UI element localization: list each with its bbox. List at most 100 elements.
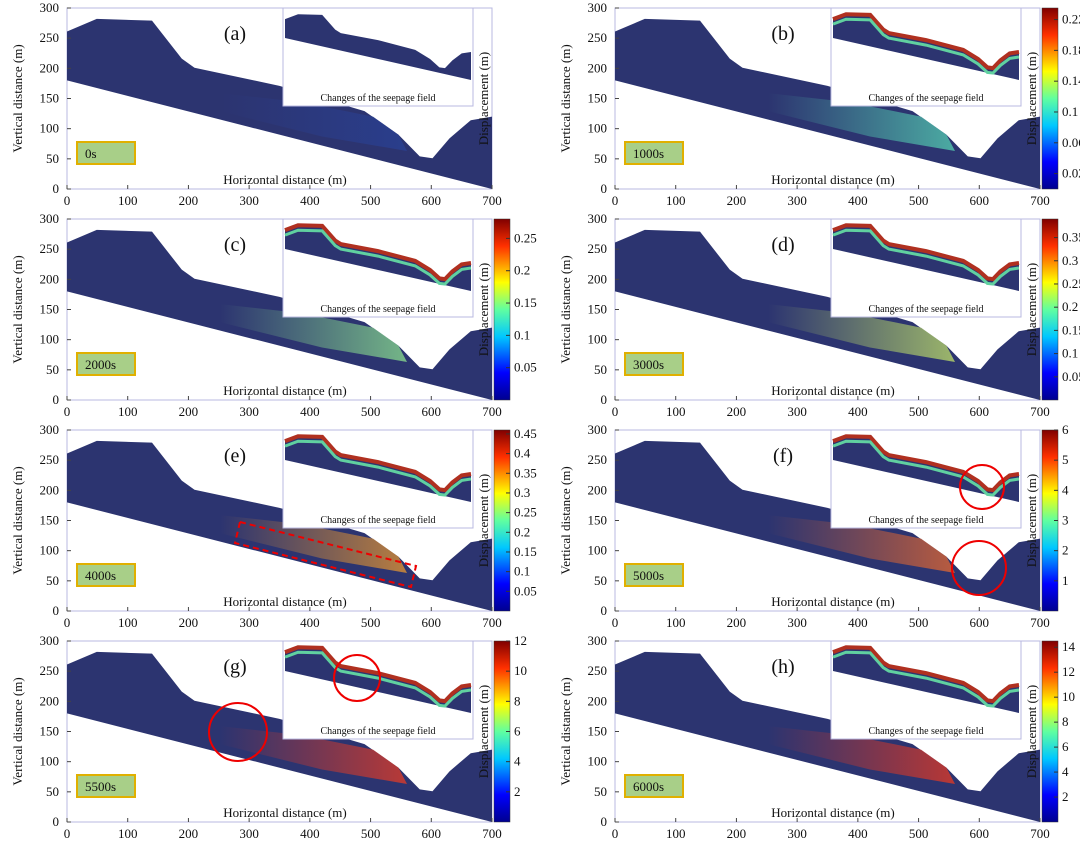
x-axis-label: Horizontal distance (m) (223, 594, 346, 609)
slide-zone (768, 515, 955, 573)
inset-label: Changes of the seepage field (321, 515, 436, 526)
x-tick-label: 100 (118, 615, 138, 630)
x-tick-label: 700 (482, 826, 502, 841)
x-tick-label: 100 (118, 826, 138, 841)
colorbar-label: Displacement (m) (1024, 685, 1039, 779)
colorbar-tick-label: 0.15 (514, 544, 537, 559)
colorbar (1041, 7, 1059, 190)
x-tick-label: 100 (666, 193, 686, 208)
inset-band (832, 17, 1020, 75)
highlight-circle (333, 654, 381, 702)
colorbar-tick-label: 0.35 (514, 465, 537, 480)
x-tick-label: 300 (239, 404, 259, 419)
y-tick-label: 150 (588, 724, 608, 739)
x-tick-label: 700 (482, 615, 502, 630)
y-tick-label: 0 (601, 603, 608, 618)
y-tick-label: 250 (40, 241, 60, 256)
panel-label: (b) (771, 23, 794, 45)
x-tick-label: 200 (727, 826, 747, 841)
inset-label: Changes of the seepage field (321, 93, 436, 104)
highlight-circle (959, 464, 1005, 510)
y-tick-label: 300 (588, 422, 608, 437)
y-axis-label: Vertical distance (m) (10, 44, 25, 152)
x-tick-label: 300 (239, 193, 259, 208)
x-tick-label: 400 (300, 404, 320, 419)
time-label-box (76, 774, 136, 798)
colorbar-tick-label: 0.1 (514, 564, 530, 579)
colorbar-tick-label: 0.1 (1062, 346, 1078, 361)
x-tick-label: 700 (1030, 615, 1050, 630)
panel: 0 100 200 300 400 500 600 700 0 50 100 150 200 250 300… (558, 0, 1080, 208)
inset-band (832, 12, 1020, 71)
colorbar-tick-label: 0.3 (514, 485, 530, 500)
colorbar-tick-label: 5 (1062, 452, 1069, 467)
highlight-circle (951, 540, 1007, 596)
y-tick-label: 250 (40, 30, 60, 45)
time-label: 4000s (85, 568, 116, 583)
x-tick-label: 600 (422, 615, 442, 630)
colorbar-tick-label: 6 (514, 724, 521, 739)
y-tick-label: 50 (594, 362, 607, 377)
colorbar-tick-label: 0.25 (1062, 276, 1080, 291)
panel: 0 100 200 300 400 500 600 700 0 50 100 150 200 250 300… (10, 633, 527, 841)
inset-label: Changes of the seepage field (869, 515, 984, 526)
y-tick-label: 0 (601, 814, 608, 829)
x-tick-label: 500 (909, 826, 929, 841)
y-tick-label: 250 (588, 452, 608, 467)
colorbar (1041, 218, 1059, 401)
x-tick-label: 500 (909, 615, 929, 630)
y-tick-label: 50 (46, 573, 59, 588)
colorbar-tick-label: 0.15 (514, 295, 537, 310)
x-tick-label: 400 (848, 193, 868, 208)
y-axis-label: Vertical distance (m) (10, 466, 25, 574)
time-label-box (624, 352, 684, 376)
inset-label: Changes of the seepage field (869, 304, 984, 315)
inset-band (832, 434, 1020, 493)
y-axis-label: Vertical distance (m) (558, 466, 573, 574)
y-tick-label: 100 (588, 332, 608, 347)
y-tick-label: 200 (40, 482, 60, 497)
time-label: 1000s (633, 146, 664, 161)
slide-zone (220, 93, 407, 151)
x-tick-label: 500 (909, 193, 929, 208)
y-tick-label: 200 (588, 693, 608, 708)
colorbar-tick-label: 0.4 (514, 446, 531, 461)
x-tick-label: 200 (727, 615, 747, 630)
time-label-box (76, 563, 136, 587)
y-tick-label: 200 (40, 271, 60, 286)
y-tick-label: 250 (40, 452, 60, 467)
x-tick-label: 300 (239, 826, 259, 841)
y-tick-label: 250 (588, 241, 608, 256)
y-tick-label: 0 (53, 181, 60, 196)
inset-band (284, 439, 472, 497)
panel-label: (c) (224, 234, 246, 256)
panel-label: (d) (771, 234, 794, 256)
y-tick-label: 300 (588, 633, 608, 648)
x-tick-label: 0 (612, 404, 619, 419)
y-tick-label: 50 (594, 784, 607, 799)
x-tick-label: 0 (612, 193, 619, 208)
y-tick-label: 200 (588, 482, 608, 497)
x-axis-label: Horizontal distance (m) (223, 383, 346, 398)
panel-label: (a) (224, 23, 246, 45)
y-tick-label: 300 (40, 633, 60, 648)
inset-terrain (285, 14, 471, 81)
x-axis-label: Horizontal distance (m) (771, 805, 894, 820)
inset-label: Changes of the seepage field (321, 304, 436, 315)
x-tick-label: 0 (64, 193, 71, 208)
colorbar-tick-label: 0.05 (514, 360, 537, 375)
inset-band (832, 645, 1020, 704)
y-tick-label: 100 (40, 332, 60, 347)
colorbar-label: Displacement (m) (476, 474, 491, 568)
inset-label: Changes of the seepage field (869, 93, 984, 104)
time-label-box (76, 141, 136, 165)
time-label-box (76, 352, 136, 376)
y-tick-label: 200 (588, 271, 608, 286)
x-tick-label: 100 (666, 404, 686, 419)
x-axis-label: Horizontal distance (m) (771, 383, 894, 398)
inset-band (832, 223, 1020, 282)
x-tick-label: 300 (787, 404, 807, 419)
x-tick-label: 300 (787, 615, 807, 630)
colorbar-tick-label: 0.25 (514, 505, 537, 520)
